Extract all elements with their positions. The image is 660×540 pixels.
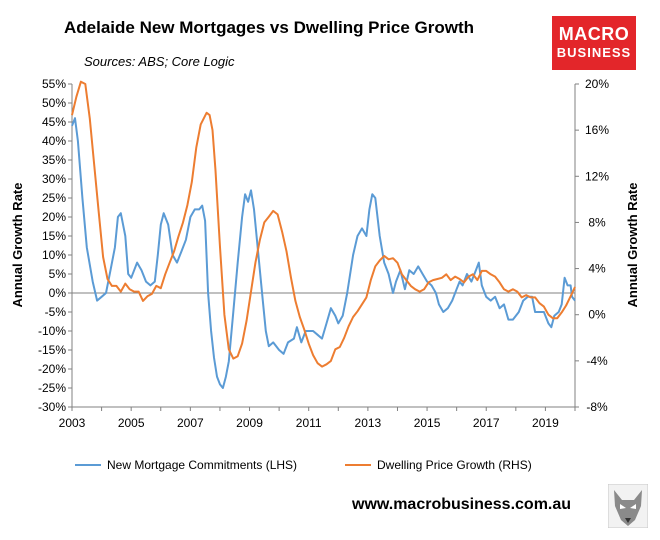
left-tick-label: 45% <box>42 115 66 129</box>
right-tick-label: 4% <box>588 262 606 276</box>
chart-subtitle: Sources: ABS; Core Logic <box>84 54 235 69</box>
left-tick-label: 25% <box>42 191 66 205</box>
right-tick-label: 12% <box>585 169 609 183</box>
x-tick-label: 2019 <box>532 416 559 430</box>
left-tick-label: -5% <box>45 305 67 319</box>
left-tick-label: -25% <box>38 381 66 395</box>
left-tick-label: 10% <box>42 248 66 262</box>
x-tick-label: 2015 <box>414 416 441 430</box>
left-axis-title: Annual Growth Rate <box>10 183 25 308</box>
left-tick-label: 20% <box>42 210 66 224</box>
legend-label: Dwelling Price Growth (RHS) <box>377 458 532 472</box>
right-tick-label: -8% <box>586 400 608 414</box>
left-tick-label: -30% <box>38 400 66 414</box>
right-tick-label: 8% <box>588 215 606 229</box>
logo-line-business: BUSINESS <box>556 45 632 60</box>
right-tick-label: 20% <box>585 77 609 91</box>
x-tick-label: 2007 <box>177 416 204 430</box>
chart-series <box>71 80 576 389</box>
left-tick-label: -10% <box>38 324 66 338</box>
left-tick-label: 40% <box>42 134 66 148</box>
chart-legend: New Mortgage Commitments (LHS) Dwelling P… <box>75 458 532 472</box>
right-axis-title: Annual Growth Rate <box>625 183 640 308</box>
left-tick-label: 55% <box>42 77 66 91</box>
right-tick-label: 16% <box>585 123 609 137</box>
website-url: www.macrobusiness.com.au <box>352 496 572 513</box>
left-tick-label: 0% <box>49 286 67 300</box>
x-tick-label: 2017 <box>473 416 500 430</box>
macro-business-logo: MACRO BUSINESS <box>552 16 636 70</box>
legend-label: New Mortgage Commitments (LHS) <box>107 458 297 472</box>
left-tick-label: -20% <box>38 362 66 376</box>
left-tick-label: 15% <box>42 229 66 243</box>
left-tick-label: -15% <box>38 343 66 357</box>
wolf-icon <box>608 484 648 528</box>
left-tick-label: 30% <box>42 172 66 186</box>
chart-title: Adelaide New Mortgages vs Dwelling Price… <box>64 18 474 37</box>
x-tick-label: 2003 <box>59 416 86 430</box>
series-line-dwelling-price-growth <box>71 80 576 368</box>
left-tick-label: 5% <box>49 267 67 281</box>
x-tick-label: 2009 <box>236 416 263 430</box>
left-tick-label: 50% <box>42 96 66 110</box>
right-tick-label: 0% <box>588 308 606 322</box>
x-tick-label: 2011 <box>296 416 322 430</box>
series-line-new-mortgage-commitments <box>71 117 576 389</box>
x-tick-label: 2013 <box>355 416 382 430</box>
x-tick-label: 2005 <box>118 416 145 430</box>
chart-axes: 55% 50% 45% 40% 35% 30% 25% 20% 15% 10% 5% 0% -5% -10… <box>10 77 640 430</box>
left-tick-label: 35% <box>42 153 66 167</box>
right-tick-label: -4% <box>586 354 608 368</box>
logo-line-macro: MACRO <box>558 24 630 44</box>
